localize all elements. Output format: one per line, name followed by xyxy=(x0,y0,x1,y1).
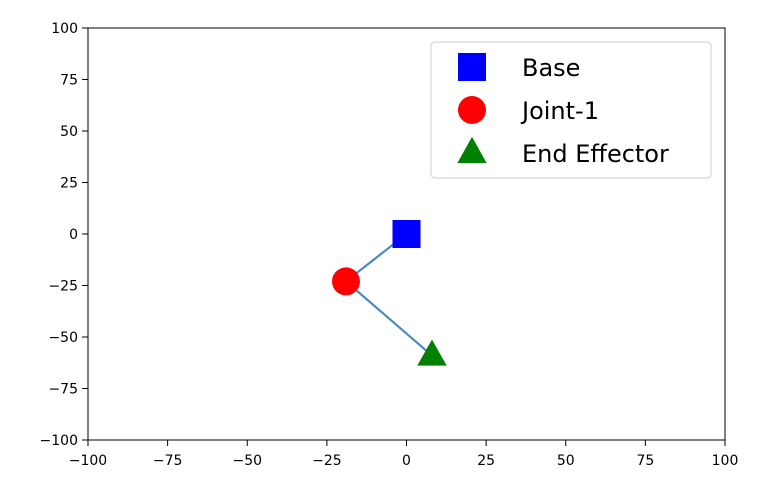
legend-joint-1-marker xyxy=(458,96,486,124)
x-tick-label: −100 xyxy=(69,453,107,469)
y-tick-label: −50 xyxy=(48,330,78,346)
legend: Base Joint-1 End Effector xyxy=(430,41,712,179)
x-tick-label: −25 xyxy=(312,453,342,469)
legend-end-effector-marker xyxy=(457,136,487,164)
legend-base-marker xyxy=(458,53,486,81)
y-axis: −100 −75 −50 −25 0 25 50 75 100 xyxy=(40,21,88,449)
x-tick-label: 100 xyxy=(712,453,739,469)
legend-label: End Effector xyxy=(522,140,669,168)
plot-frame xyxy=(87,27,726,441)
x-tick-label: −75 xyxy=(153,453,183,469)
y-tick-label: −75 xyxy=(48,382,78,398)
y-tick-label: 100 xyxy=(51,21,78,37)
x-tick-label: 75 xyxy=(636,453,654,469)
legend-box xyxy=(430,41,712,179)
y-tick-label: −25 xyxy=(48,279,78,295)
x-tick-label: 0 xyxy=(402,453,411,469)
x-axis: −100 −75 −50 −25 0 25 50 75 100 xyxy=(69,440,739,469)
base-marker xyxy=(392,220,421,248)
y-tick-label: 0 xyxy=(69,227,78,243)
x-tick-label: 50 xyxy=(557,453,575,469)
legend-label: Base xyxy=(522,54,580,82)
y-tick-label: 25 xyxy=(60,176,78,192)
legend-label: Joint-1 xyxy=(520,97,599,125)
x-tick-label: 25 xyxy=(477,453,495,469)
y-tick-label: −100 xyxy=(40,433,78,449)
y-tick-label: 50 xyxy=(60,124,78,140)
x-tick-label: −50 xyxy=(232,453,262,469)
y-tick-label: 75 xyxy=(60,73,78,89)
arm-markers xyxy=(331,220,447,366)
end-effector-marker xyxy=(417,339,447,366)
joint-1-marker xyxy=(331,267,360,296)
